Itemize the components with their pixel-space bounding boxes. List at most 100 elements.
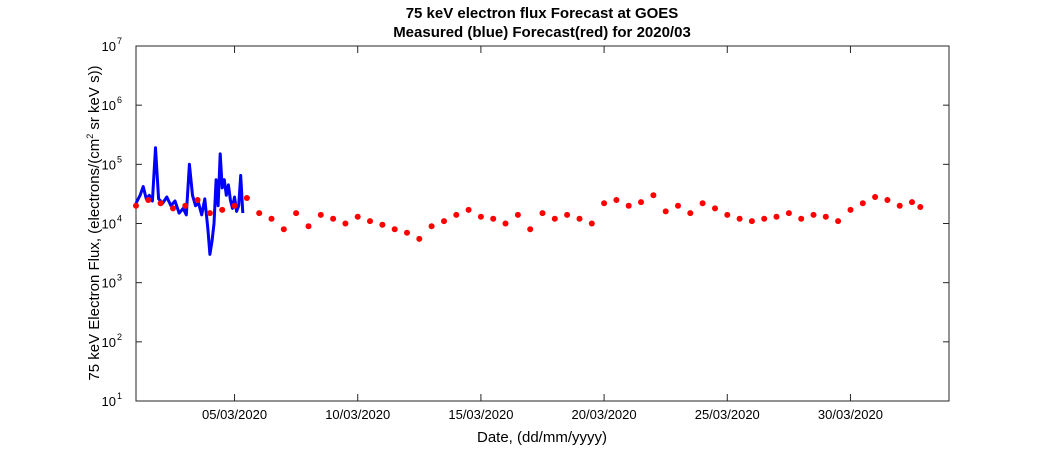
y-tick-exponent: 4: [117, 214, 122, 224]
forecast-point: [477, 213, 484, 220]
x-tick-label: 30/03/2020: [818, 407, 883, 422]
plot-frame: [135, 45, 950, 402]
x-tick-label: 05/03/2020: [202, 407, 267, 422]
forecast-point: [884, 197, 891, 203]
forecast-point: [847, 206, 854, 213]
y-tick-base: 10: [102, 217, 116, 232]
y-axis-label-rest: sr keV s)): [86, 65, 103, 133]
forecast-point: [909, 199, 915, 206]
forecast-point: [391, 226, 398, 233]
x-tick-label: 20/03/2020: [572, 407, 637, 422]
y-tick-label: 10: [102, 394, 116, 409]
forecast-point: [354, 213, 361, 220]
forecast-point: [687, 210, 694, 217]
forecast-point: [835, 218, 842, 225]
forecast-point: [145, 197, 152, 203]
forecast-point: [379, 221, 386, 228]
x-axis: 05/03/2020 10/03/2020 15/03/2020 20/03/2020…: [202, 46, 883, 422]
forecast-point: [822, 213, 829, 220]
forecast-point: [601, 200, 608, 207]
forecast-point: [490, 215, 497, 222]
forecast-point: [206, 210, 213, 217]
forecast-point: [917, 204, 924, 210]
y-axis-label-main: 75 keV Electron Flux, (electrons/(cm: [86, 139, 103, 381]
y-tick-label: 10: [102, 39, 116, 54]
forecast-point: [170, 205, 176, 212]
forecast-point: [342, 220, 349, 227]
forecast-point: [539, 210, 546, 217]
forecast-point: [748, 218, 755, 225]
y-tick-exponent: 1: [117, 391, 122, 401]
y-tick-base: 10: [102, 39, 116, 54]
forecast-point: [662, 208, 669, 215]
forecast-point: [231, 202, 238, 209]
forecast-point: [872, 194, 879, 200]
x-axis-label: Date, (dd/mm/yyyy): [477, 429, 607, 446]
forecast-point: [428, 223, 435, 230]
forecast-point: [441, 218, 447, 225]
x-tick-label: 10/03/2020: [325, 407, 390, 422]
y-tick-base: 10: [102, 157, 116, 172]
forecast-point: [798, 215, 805, 222]
forecast-point: [317, 211, 324, 218]
forecast-point: [761, 215, 768, 222]
forecast-point: [256, 210, 263, 217]
y-tick-label: 10: [102, 276, 116, 291]
y-axis-label: 75 keV Electron Flux, (electrons/(cm2 sr…: [85, 65, 103, 380]
forecast-point: [465, 206, 472, 213]
forecast-point: [182, 202, 189, 209]
y-tick-label: 10: [102, 157, 116, 172]
forecast-point: [896, 202, 903, 209]
x-tick-label: 15/03/2020: [448, 407, 513, 422]
forecast-point: [650, 192, 657, 199]
chart-subtitle: Measured (blue) Forecast(red) for 2020/0…: [393, 24, 691, 41]
measured-series-line: [134, 146, 245, 256]
forecast-point: [502, 220, 509, 227]
forecast-point: [416, 235, 423, 242]
forecast-point: [638, 199, 644, 206]
forecast-point: [551, 215, 558, 222]
forecast-point: [588, 220, 595, 227]
forecast-point: [367, 218, 373, 225]
forecast-point: [675, 202, 681, 209]
forecast-point: [712, 205, 718, 212]
y-tick-label: 10: [102, 98, 116, 113]
y-tick-label: 10: [102, 335, 116, 350]
y-tick-base: 10: [102, 276, 116, 291]
forecast-point: [773, 213, 780, 220]
x-tick-label: 25/03/2020: [695, 407, 760, 422]
forecast-point: [564, 211, 571, 218]
y-tick-base: 10: [102, 394, 116, 409]
forecast-point: [330, 215, 337, 222]
y-tick-exponent: 6: [117, 95, 122, 105]
forecast-point: [613, 197, 620, 203]
forecast-point: [453, 211, 460, 218]
data-layer: [133, 146, 924, 256]
y-axis-label-sup: 2: [85, 134, 95, 139]
plot-area: [135, 45, 950, 402]
forecast-point: [404, 229, 410, 236]
forecast-point: [268, 215, 275, 222]
forecast-point: [699, 200, 706, 207]
forecast-point: [736, 215, 743, 222]
forecast-point: [810, 211, 817, 218]
y-tick-exponent: 3: [117, 273, 122, 283]
y-tick-label: 10: [102, 217, 116, 232]
chart-title: 75 keV electron flux Forecast at GOES: [406, 5, 679, 22]
forecast-point: [133, 202, 139, 209]
forecast-point: [785, 210, 792, 217]
forecast-point: [305, 223, 312, 230]
forecast-point: [194, 197, 201, 203]
forecast-point: [724, 211, 731, 218]
y-tick-exponent: 2: [117, 332, 122, 342]
y-tick-base: 10: [102, 98, 116, 113]
forecast-point: [859, 200, 866, 207]
forecast-point: [576, 215, 583, 222]
y-tick-exponent: 5: [117, 154, 122, 164]
forecast-point: [219, 206, 226, 213]
forecast-point: [514, 211, 521, 218]
forecast-point: [280, 226, 287, 233]
forecast-point: [243, 195, 250, 201]
